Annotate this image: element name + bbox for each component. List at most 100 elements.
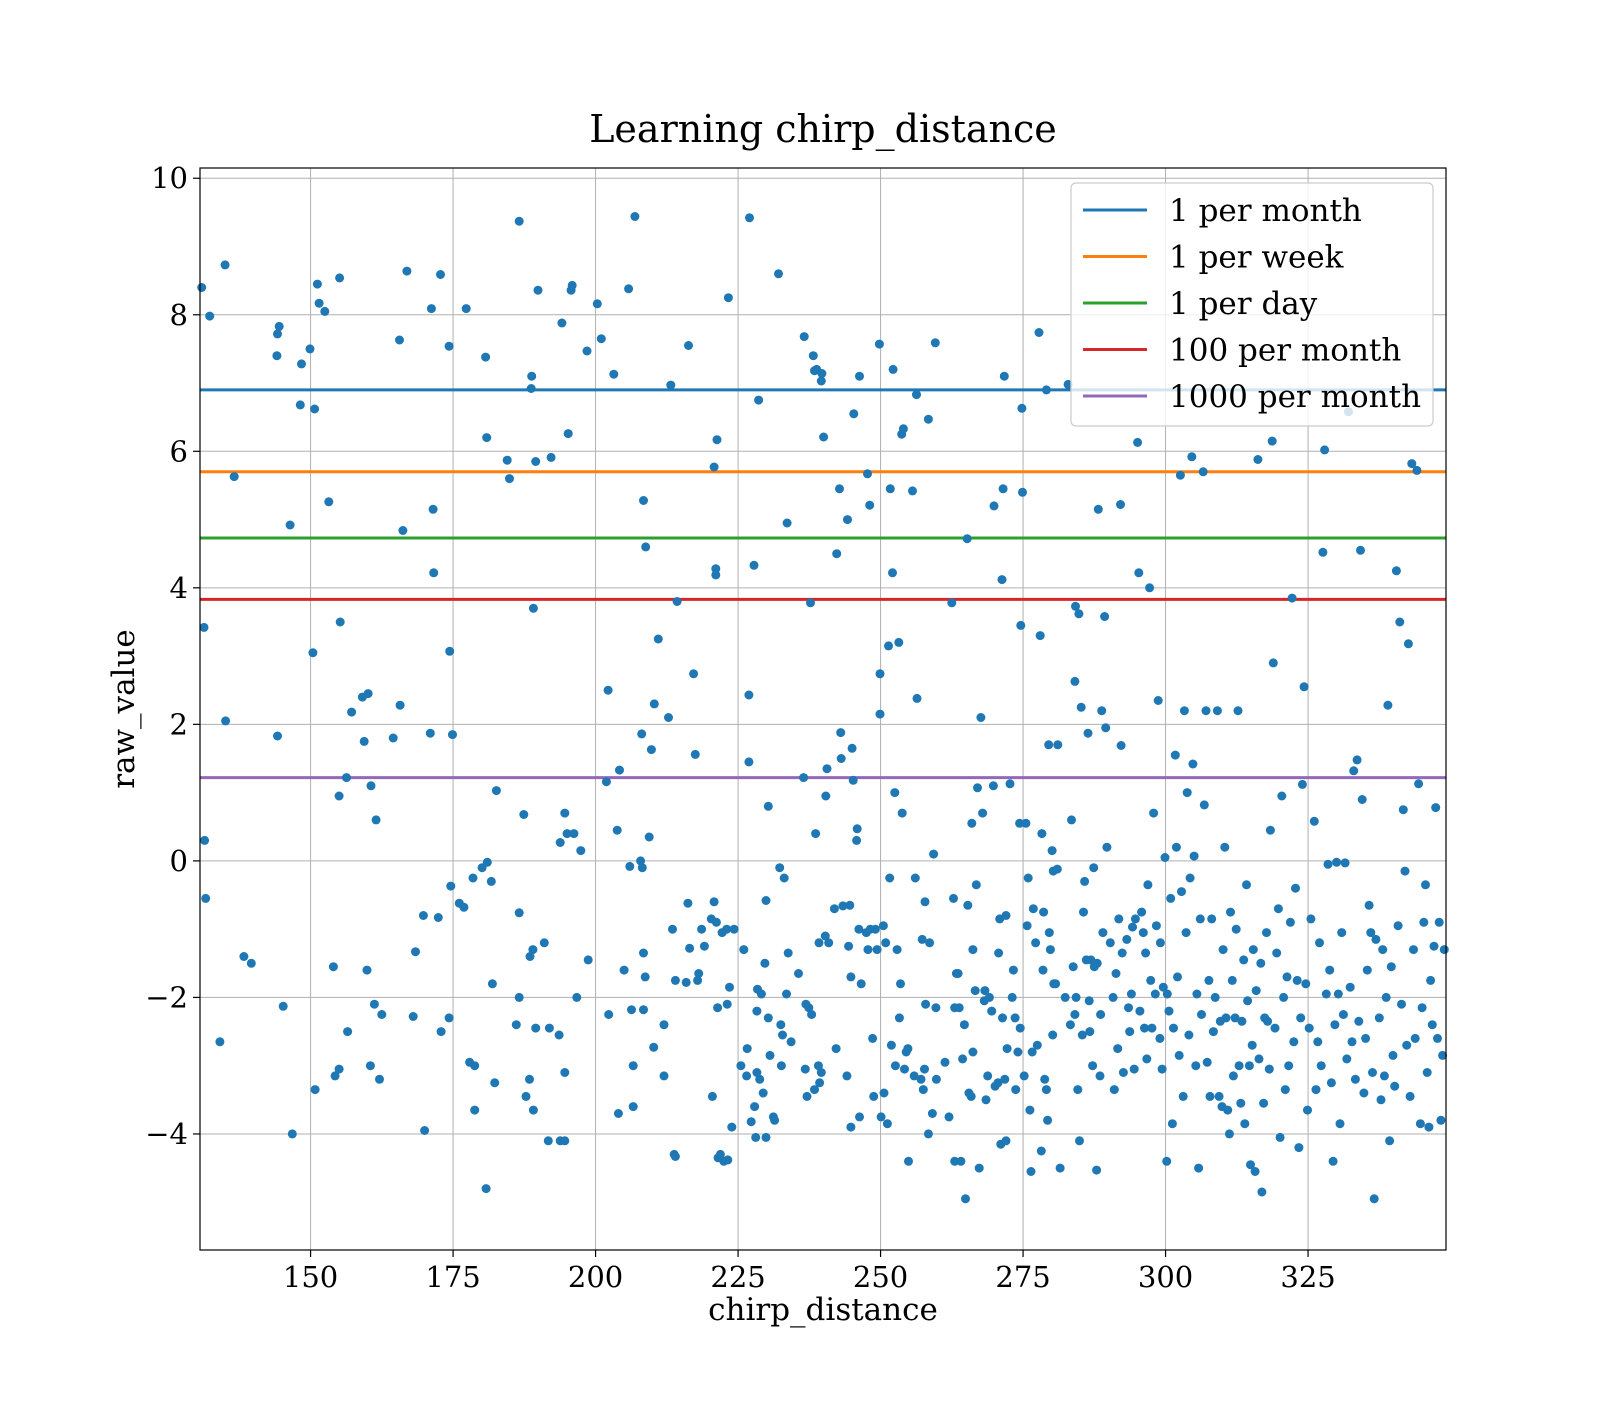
data-point <box>1041 385 1051 395</box>
data-point <box>953 969 963 978</box>
data-point <box>320 306 330 316</box>
data-point <box>402 266 412 276</box>
data-point <box>882 1119 892 1129</box>
data-point <box>444 341 454 351</box>
data-point <box>639 496 648 505</box>
legend-label: 1000 per month <box>1169 379 1421 415</box>
data-point <box>1002 1044 1012 1054</box>
data-point <box>335 273 345 283</box>
data-point <box>1280 1085 1290 1095</box>
data-point <box>670 1152 680 1161</box>
data-point <box>806 598 815 608</box>
data-point <box>852 835 862 845</box>
data-point <box>482 433 492 443</box>
data-point <box>220 260 230 270</box>
data-point <box>875 709 885 719</box>
data-point <box>855 371 864 381</box>
data-point <box>1366 928 1376 938</box>
data-point <box>1197 1010 1206 1019</box>
data-point <box>1330 1020 1340 1030</box>
data-point <box>429 568 439 578</box>
data-point <box>1364 900 1374 910</box>
data-point <box>1321 989 1331 999</box>
data-point <box>962 534 972 544</box>
data-point <box>297 359 306 369</box>
data-point <box>909 1071 919 1081</box>
data-point <box>1205 1091 1215 1101</box>
data-point <box>869 1091 879 1101</box>
data-point <box>531 1023 541 1033</box>
data-point <box>974 1163 984 1173</box>
data-point <box>1167 1119 1177 1129</box>
data-point <box>968 1047 978 1057</box>
data-point <box>1027 1047 1037 1057</box>
data-point <box>526 384 536 393</box>
data-point <box>1234 1061 1244 1071</box>
data-point <box>285 520 295 530</box>
data-point <box>1097 706 1107 716</box>
data-point <box>1279 992 1289 1002</box>
data-point <box>199 622 209 632</box>
data-point <box>765 1050 775 1060</box>
data-point <box>1073 1085 1083 1095</box>
data-point <box>1026 1167 1036 1176</box>
data-point <box>1199 800 1209 810</box>
data-point <box>689 669 699 679</box>
data-point <box>444 1013 454 1023</box>
data-point <box>966 1091 976 1101</box>
data-point <box>603 685 613 695</box>
data-point <box>1227 975 1237 985</box>
data-point <box>1294 1143 1304 1153</box>
data-point <box>1410 1033 1420 1043</box>
data-point <box>362 965 372 975</box>
y-tick-label: 4 <box>170 571 188 605</box>
data-point <box>1328 1156 1338 1166</box>
data-point <box>954 1003 964 1013</box>
data-point <box>1157 1064 1167 1074</box>
data-point <box>1426 975 1436 985</box>
data-point <box>1174 1050 1184 1060</box>
x-tick-label: 175 <box>425 1260 480 1294</box>
data-point <box>799 332 809 342</box>
data-point <box>930 338 940 348</box>
data-point <box>425 728 435 738</box>
data-point <box>531 457 541 466</box>
data-point <box>1067 815 1076 825</box>
data-point <box>878 921 888 931</box>
data-point <box>1198 467 1208 477</box>
data-point <box>649 699 659 709</box>
data-point <box>1070 1010 1080 1019</box>
data-point <box>1263 1016 1273 1026</box>
data-point <box>1273 904 1283 914</box>
data-point <box>1122 934 1132 944</box>
data-point <box>1253 455 1263 464</box>
data-point <box>1431 803 1441 813</box>
data-point <box>433 913 443 922</box>
data-point <box>800 1064 810 1074</box>
data-point <box>1051 979 1061 989</box>
data-point <box>1395 617 1405 627</box>
data-point <box>543 1136 553 1146</box>
data-point <box>272 351 282 361</box>
data-point <box>1114 914 1124 924</box>
data-point <box>894 637 904 647</box>
data-point <box>707 1091 717 1101</box>
data-point <box>659 1071 669 1081</box>
data-point <box>1326 1078 1336 1088</box>
data-point <box>1017 403 1027 413</box>
threshold-lines <box>200 388 1446 780</box>
data-point <box>774 269 783 279</box>
data-point <box>527 371 537 381</box>
data-point <box>1041 1085 1051 1095</box>
data-point <box>1145 583 1155 593</box>
data-point <box>1439 945 1449 955</box>
data-point <box>539 938 549 948</box>
data-point <box>295 400 305 410</box>
data-point <box>1138 928 1148 938</box>
data-point <box>1347 1037 1357 1047</box>
data-point <box>1202 1057 1212 1067</box>
data-point <box>1333 989 1343 999</box>
y-axis-label: raw_value <box>106 629 142 789</box>
data-point <box>994 948 1004 958</box>
data-point <box>1257 1187 1267 1197</box>
